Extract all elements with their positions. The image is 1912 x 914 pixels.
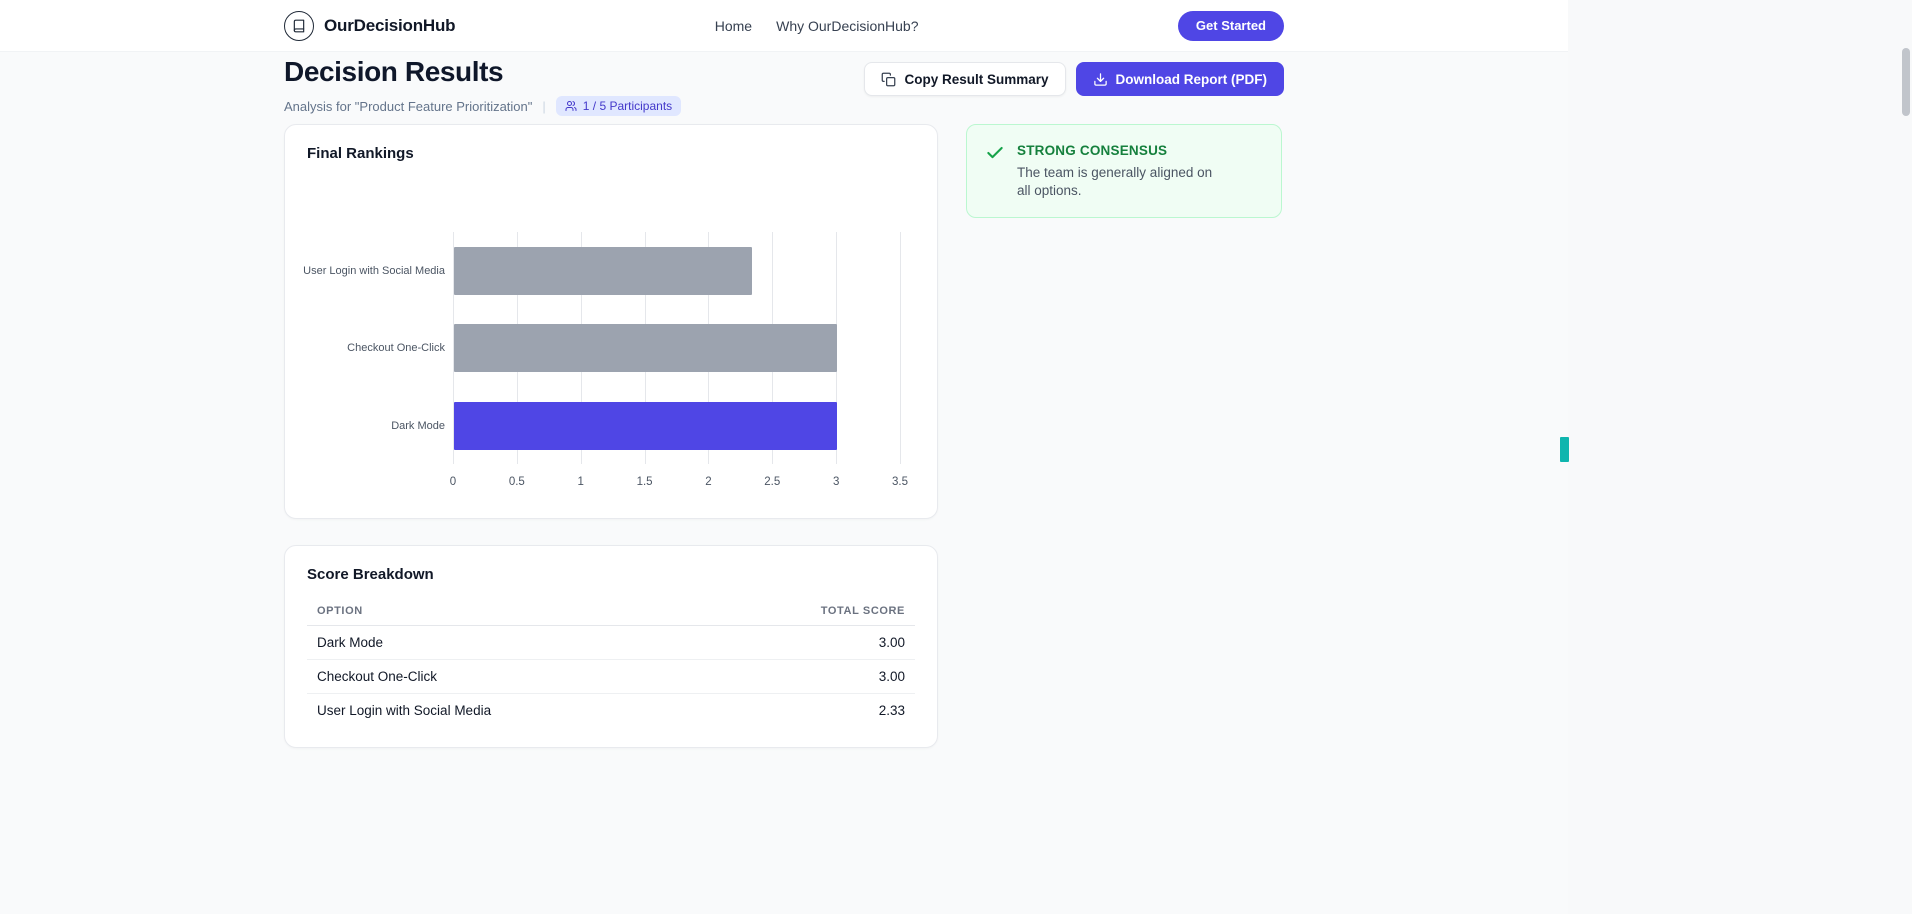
- subtitle-separator: |: [542, 98, 546, 114]
- page-header: Decision Results Analysis for "Product F…: [284, 52, 1284, 117]
- main-content: Final Rankings User Login with Social Me…: [284, 124, 1284, 749]
- get-started-button[interactable]: Get Started: [1177, 10, 1284, 41]
- category-label: User Login with Social Media: [303, 264, 445, 277]
- page-title: Decision Results: [284, 56, 504, 87]
- bar-checkout-one-click: [454, 324, 838, 373]
- consensus-title: STRONG CONSENSUS: [1017, 143, 1168, 159]
- copy-button-label: Copy Result Summary: [904, 71, 1049, 87]
- gridline: [453, 232, 454, 465]
- download-report-button[interactable]: Download Report (PDF): [1075, 62, 1284, 96]
- bar-dark-mode: [454, 401, 838, 450]
- x-tick-label: 2.5: [764, 476, 781, 489]
- edge-marker: [1560, 437, 1569, 462]
- users-icon: [565, 100, 577, 112]
- analysis-subtitle: Analysis for "Product Feature Prioritiza…: [284, 98, 533, 114]
- navbar: OurDecisionHub Home Why OurDecisionHub? G…: [0, 0, 1568, 52]
- option-cell: Checkout One-Click: [307, 659, 703, 695]
- gridline: [900, 232, 901, 465]
- nav-link-why-ourdecisionhub-[interactable]: Why OurDecisionHub?: [776, 17, 919, 34]
- option-cell: Dark Mode: [307, 625, 703, 661]
- x-tick-label: 2: [705, 476, 712, 489]
- consensus-card: STRONG CONSENSUS The team is generally a…: [966, 124, 1282, 219]
- check-icon: [985, 143, 1005, 199]
- table-row: Checkout One-Click 3.00: [307, 659, 915, 695]
- chart-plot-area: 0 0.5 1 1.5 2 2.5 3 3.5: [450, 232, 908, 488]
- score-breakdown-card: Score Breakdown Option Total Score Dark …: [284, 545, 938, 749]
- column-header-total-score: Total Score: [702, 597, 915, 627]
- consensus-description: The team is generally aligned on all opt…: [1017, 165, 1213, 198]
- brand[interactable]: OurDecisionHub: [284, 10, 456, 41]
- page: OurDecisionHub Home Why OurDecisionHub? G…: [0, 0, 1568, 749]
- chart-category-labels: User Login with Social Media Checkout One…: [303, 232, 453, 464]
- score-cell: 3.00: [702, 659, 915, 695]
- x-tick-label: 3: [832, 476, 840, 489]
- x-tick-label: 1: [577, 476, 584, 489]
- copy-result-summary-button[interactable]: Copy Result Summary: [864, 62, 1066, 96]
- clipboard-icon: [881, 72, 896, 87]
- download-button-label: Download Report (PDF): [1115, 71, 1268, 87]
- score-table: Option Total Score Dark Mode 3.00 Checkout…: [307, 597, 915, 727]
- book-icon: [284, 10, 314, 41]
- category-label: Checkout One-Click: [347, 342, 445, 355]
- bar-user-login-with-social-media: [454, 246, 752, 295]
- final-rankings-card: Final Rankings User Login with Social Me…: [284, 124, 938, 520]
- nav-link-home[interactable]: Home: [714, 17, 753, 34]
- score-cell: 2.33: [878, 703, 905, 719]
- x-tick-label: 0: [449, 476, 457, 489]
- x-tick-label: 0.5: [508, 476, 525, 489]
- x-tick-label: 1.5: [636, 476, 653, 489]
- table-row: Dark Mode 3.00: [307, 625, 915, 661]
- score-cell: 3.00: [702, 625, 915, 661]
- final-rankings-chart: User Login with Social Media Checkout One…: [303, 232, 915, 498]
- participants-count: 1 / 5 Participants: [582, 99, 673, 114]
- column-header-option: Option: [307, 597, 703, 627]
- final-rankings-title: Final Rankings: [307, 145, 414, 163]
- nav-links: Home Why OurDecisionHub?: [715, 18, 919, 34]
- vertical-scrollbar-thumb[interactable]: [1902, 48, 1910, 116]
- option-cell: User Login with Social Media: [317, 703, 492, 719]
- download-icon: [1093, 72, 1108, 87]
- brand-name: OurDecisionHub: [324, 15, 456, 35]
- participants-badge: 1 / 5 Participants: [555, 96, 682, 117]
- x-tick-label: 3.5: [892, 476, 908, 489]
- table-row: User Login with Social Media 2.33: [307, 694, 915, 728]
- category-label: Dark Mode: [391, 419, 445, 432]
- score-breakdown-title: Score Breakdown: [307, 566, 434, 584]
